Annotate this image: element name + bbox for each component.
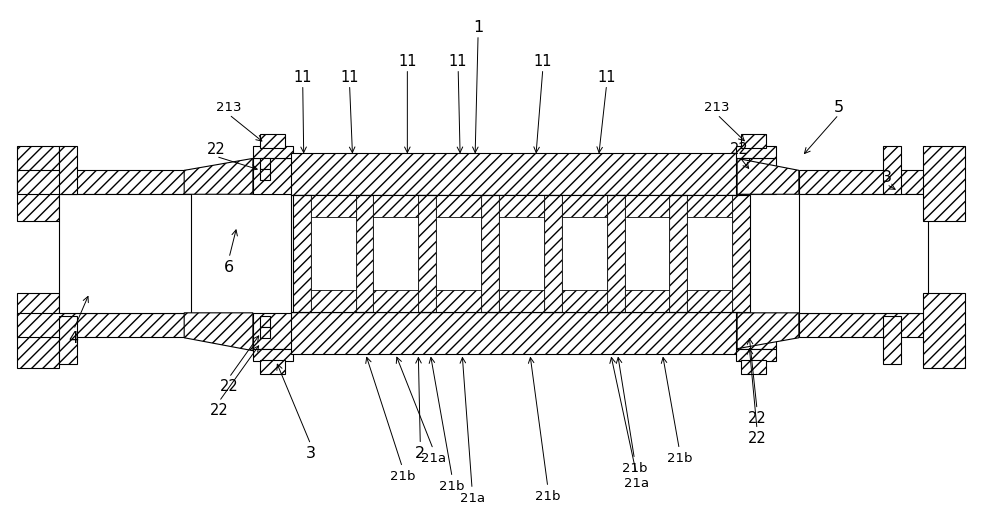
Bar (311, 218, 356, 290)
Bar (356, 196, 373, 312)
Bar (739, 159, 749, 170)
Bar (687, 290, 732, 312)
Bar (17, 293, 59, 368)
Bar (562, 196, 607, 218)
Bar (739, 327, 749, 338)
Polygon shape (184, 313, 253, 351)
Bar (799, 313, 928, 337)
Text: 21a: 21a (460, 491, 485, 503)
Text: 22: 22 (748, 430, 766, 445)
Text: 2: 2 (415, 445, 425, 460)
Bar (741, 360, 766, 374)
Bar (923, 293, 965, 368)
Bar (562, 290, 607, 312)
Bar (625, 290, 669, 312)
Bar (736, 147, 776, 159)
Text: 5: 5 (834, 100, 844, 115)
Bar (373, 218, 418, 290)
Bar (499, 196, 544, 218)
Text: 3: 3 (306, 445, 316, 460)
Text: 11: 11 (597, 70, 616, 85)
Bar (291, 154, 739, 196)
Text: 21a: 21a (421, 451, 446, 464)
Text: 22: 22 (748, 410, 766, 425)
Text: 11: 11 (449, 54, 467, 69)
Text: 213: 213 (704, 101, 730, 114)
Bar (736, 159, 776, 195)
Bar (481, 196, 499, 312)
Bar (291, 312, 739, 354)
Bar (799, 195, 928, 313)
Bar (260, 316, 270, 327)
Bar (311, 196, 356, 218)
Bar (253, 313, 293, 349)
Text: 1: 1 (473, 20, 483, 35)
Bar (923, 147, 965, 222)
Bar (311, 290, 356, 312)
Bar (260, 159, 270, 170)
Bar (544, 196, 562, 312)
Bar (625, 196, 669, 218)
Bar (59, 147, 77, 195)
Bar (736, 349, 776, 361)
Bar (253, 349, 293, 361)
Text: 21b: 21b (622, 461, 647, 474)
Text: 21b: 21b (390, 469, 415, 482)
Text: 11: 11 (534, 54, 552, 69)
Bar (436, 290, 481, 312)
Text: 11: 11 (340, 70, 359, 85)
Bar (59, 316, 77, 364)
Bar (732, 196, 750, 312)
Bar (607, 196, 625, 312)
Text: 22: 22 (730, 142, 748, 157)
Bar (436, 196, 481, 218)
Bar (373, 196, 418, 218)
Bar (499, 290, 544, 312)
Bar (687, 196, 732, 218)
Bar (741, 135, 766, 149)
Bar (17, 171, 191, 195)
Text: 22: 22 (207, 142, 225, 157)
Bar (59, 195, 191, 313)
Bar (799, 171, 928, 195)
Bar (17, 147, 59, 222)
Text: 21b: 21b (439, 479, 465, 492)
Bar (260, 327, 270, 338)
Bar (625, 218, 669, 290)
Bar (260, 360, 285, 374)
Bar (260, 135, 285, 149)
Polygon shape (737, 313, 799, 349)
Bar (260, 170, 270, 181)
Bar (883, 316, 901, 364)
Bar (253, 159, 293, 195)
Bar (499, 218, 544, 290)
Bar (373, 290, 418, 312)
Bar (883, 147, 901, 195)
Text: 22: 22 (220, 378, 238, 393)
Bar (17, 313, 191, 337)
Bar (739, 170, 749, 181)
Bar (418, 196, 436, 312)
Bar (669, 196, 687, 312)
Polygon shape (737, 159, 799, 195)
Text: 11: 11 (398, 54, 417, 69)
Bar (436, 218, 481, 290)
Bar (293, 196, 311, 312)
Text: 3: 3 (882, 170, 892, 184)
Bar (736, 313, 776, 349)
Bar (253, 147, 293, 159)
Text: 213: 213 (216, 101, 242, 114)
Bar (739, 316, 749, 327)
Text: 6: 6 (224, 259, 234, 274)
Bar (291, 196, 739, 312)
Text: 21b: 21b (535, 489, 561, 501)
Text: 21b: 21b (667, 451, 692, 464)
Bar (562, 218, 607, 290)
Bar (687, 218, 732, 290)
Text: 11: 11 (293, 70, 312, 85)
Text: 4: 4 (69, 331, 79, 345)
Text: 21a: 21a (624, 476, 649, 489)
Polygon shape (184, 159, 253, 195)
Text: 22: 22 (210, 402, 228, 417)
